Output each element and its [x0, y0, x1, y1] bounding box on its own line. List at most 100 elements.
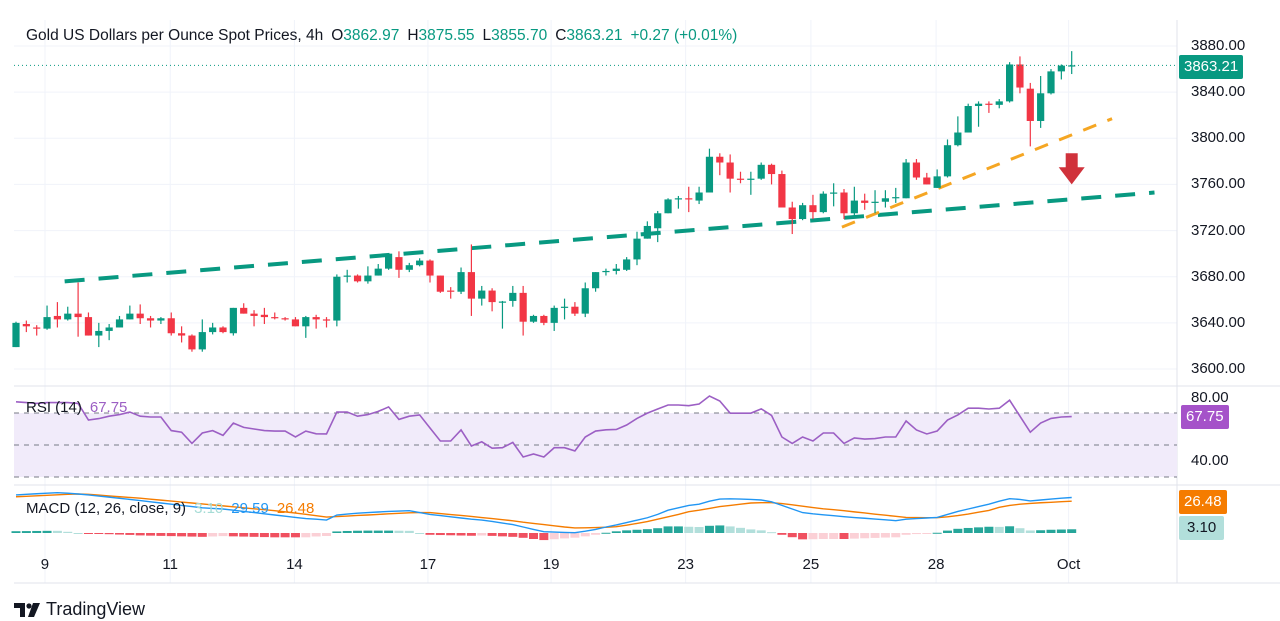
- macd-histogram-bar: [177, 533, 187, 537]
- macd-histogram-bar: [974, 527, 984, 533]
- macd-histogram-bar: [860, 533, 870, 539]
- macd-histogram-bar: [715, 525, 725, 533]
- candle-body: [64, 313, 72, 320]
- macd-histogram-bar: [911, 533, 921, 535]
- price-axis-tick: 3840.00: [1191, 83, 1246, 101]
- candle-body: [1068, 65, 1076, 67]
- tradingview-logo[interactable]: TradingView: [14, 599, 145, 620]
- macd-histogram-bar: [166, 533, 176, 537]
- macd-histogram-bar: [94, 533, 104, 534]
- candle-body: [912, 162, 921, 178]
- rsi-band: [14, 412, 1177, 478]
- macd-histogram-bar: [818, 533, 828, 539]
- macd-histogram-bar: [42, 530, 52, 533]
- candle-body: [457, 272, 465, 292]
- candle-body: [115, 319, 124, 328]
- time-axis-label: 23: [677, 556, 694, 573]
- macd-histogram-bar: [187, 533, 197, 537]
- candle-body: [426, 260, 434, 276]
- candle-body: [84, 317, 93, 336]
- time-axis-label: Oct: [1056, 556, 1081, 573]
- macd-histogram-bar: [280, 533, 290, 538]
- candle-body: [385, 253, 393, 269]
- rsi-line: [15, 395, 1072, 458]
- macd-histogram-bar: [1056, 529, 1066, 533]
- macd-pane: [11, 491, 1077, 541]
- candle-body: [1047, 71, 1055, 94]
- candle-body: [964, 105, 972, 133]
- candle-body: [529, 315, 538, 322]
- macd-histogram-bar: [394, 530, 404, 533]
- candle-body: [240, 307, 248, 314]
- price-axis-tick: 3760.00: [1191, 175, 1246, 193]
- candle-body: [22, 324, 30, 327]
- candle-body: [167, 318, 175, 334]
- candle-body: [892, 197, 900, 199]
- close-value: 3863.21: [566, 27, 623, 44]
- candle-body: [291, 319, 300, 327]
- macd-histogram-bar: [1025, 530, 1035, 533]
- macd-histogram-bar: [549, 533, 559, 540]
- last-price-tag: 3863.21: [1179, 55, 1244, 79]
- macd-histogram-bar: [301, 533, 311, 538]
- macd-histogram-bar: [518, 533, 528, 538]
- candle-body: [923, 177, 931, 185]
- candle-body: [643, 225, 651, 239]
- candle-body: [902, 162, 910, 199]
- candle-body: [271, 317, 279, 319]
- macd-histogram-bar: [943, 530, 952, 533]
- time-axis-label: 11: [162, 556, 178, 573]
- tradingview-logo-icon: [14, 602, 40, 617]
- macd-histogram-bar: [880, 533, 890, 538]
- macd-histogram-bar: [446, 533, 456, 536]
- macd-line-value: 29.59: [231, 500, 269, 517]
- macd-histogram-bar: [580, 533, 590, 537]
- candle-body: [395, 257, 403, 270]
- macd-histogram-bar: [529, 533, 538, 539]
- candle-body: [881, 198, 889, 202]
- time-axis-label: 28: [927, 556, 945, 573]
- macd-histogram-bar: [829, 533, 839, 539]
- open-label: O: [331, 27, 344, 44]
- candle-body: [985, 103, 993, 105]
- candle-body: [695, 192, 703, 201]
- candle-body: [198, 332, 206, 350]
- chart-legend-header: Gold US Dollars per Ounce Spot Prices, 4…: [26, 27, 745, 45]
- candle-body: [871, 201, 879, 203]
- macd-histogram-bar: [342, 530, 352, 533]
- macd-signal-value: 26.48: [276, 500, 315, 517]
- macd-histogram-bar: [891, 533, 901, 538]
- candle-body: [747, 178, 755, 180]
- time-axis-label: 17: [419, 556, 437, 573]
- macd-histogram-bar: [1046, 529, 1056, 533]
- candle-body: [705, 156, 714, 193]
- macd-histogram-bar: [208, 533, 218, 537]
- macd-histogram-bar: [332, 531, 342, 533]
- macd-histogram-bar: [477, 533, 487, 536]
- macd-histogram-bar: [756, 530, 766, 533]
- macd-histogram-bar: [622, 530, 632, 533]
- macd-histogram-bar: [653, 528, 663, 533]
- candle-body: [1026, 88, 1034, 121]
- macd-legend: MACD (12, 26, close, 9) 3.10 29.59 26.48: [26, 500, 322, 517]
- candle-body: [623, 259, 631, 270]
- macd-histogram-bar: [1036, 530, 1046, 533]
- macd-histogram-bar: [373, 530, 383, 533]
- candle-body: [550, 307, 558, 323]
- macd-histogram-bar: [218, 533, 228, 537]
- candle-body: [612, 268, 620, 271]
- candle-body: [322, 319, 331, 321]
- trendline: [64, 190, 1155, 284]
- candle-body: [664, 199, 672, 214]
- high-label: H: [407, 27, 419, 44]
- macd-histogram-bar: [901, 533, 911, 535]
- trendlines[interactable]: [64, 117, 1155, 284]
- candle-body: [788, 207, 796, 220]
- macd-histogram-bar: [746, 529, 756, 533]
- macd-histogram-bar: [73, 533, 83, 534]
- macd-histogram-bar: [870, 533, 880, 538]
- low-value: 3855.70: [491, 27, 548, 44]
- macd-histogram-bar: [466, 533, 476, 536]
- candle-body: [436, 275, 444, 292]
